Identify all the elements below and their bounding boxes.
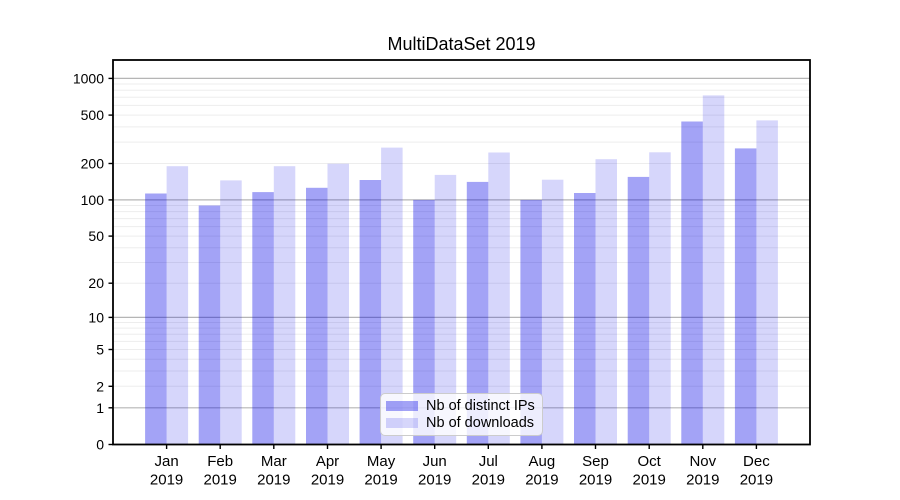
bar-nb-of-distinct-ips-mar [252, 192, 274, 445]
bar-nb-of-distinct-ips-oct [627, 176, 650, 445]
y-tick-label-1000: 1000 [73, 70, 104, 86]
bar-nb-of-downloads-oct [649, 152, 671, 445]
y-tick-label-1: 1 [96, 400, 104, 416]
plot-border [112, 59, 811, 446]
y-tick-label-5: 5 [96, 342, 104, 358]
bar-nb-of-downloads-apr [327, 163, 349, 445]
bar-nb-of-distinct-ips-feb [198, 205, 221, 445]
bar-nb-of-downloads-nov [702, 95, 725, 445]
y-tick-label-20: 20 [88, 275, 104, 291]
bar-nb-of-downloads-jul [488, 152, 510, 445]
legend-swatch-distinct-ips [386, 400, 418, 411]
bar-nb-of-distinct-ips-jul [466, 181, 489, 445]
bar-nb-of-distinct-ips-sep [574, 193, 596, 445]
bar-nb-of-downloads-sep [595, 159, 617, 445]
bar-nb-of-distinct-ips-jun [413, 199, 435, 445]
x-tick-label-oct: Oct 2019 [633, 453, 666, 489]
x-tick-label-jan: Jan 2019 [150, 453, 183, 489]
x-tick-label-feb: Feb 2019 [204, 453, 237, 489]
bar-nb-of-distinct-ips-aug [520, 199, 542, 445]
y-tick-label-100: 100 [81, 192, 105, 208]
chart-title: MultiDataSet 2019 [387, 34, 536, 54]
y-tick-label-500: 500 [81, 107, 105, 123]
bar-nb-of-downloads-jun [434, 174, 457, 445]
bar-nb-of-downloads-dec [756, 120, 778, 445]
legend-label-distinct-ips: Nb of distinct IPs [426, 397, 535, 414]
bar-nb-of-distinct-ips-may [359, 180, 382, 445]
y-tick-label-0: 0 [96, 437, 104, 453]
x-tick-label-mar: Mar 2019 [257, 453, 290, 489]
x-tick-label-dec: Dec 2019 [740, 453, 773, 489]
y-tick-label-10: 10 [88, 309, 104, 325]
x-tick-label-aug: Aug 2019 [525, 453, 558, 489]
x-tick-label-sep: Sep 2019 [579, 453, 612, 489]
bar-nb-of-downloads-may [381, 147, 403, 445]
legend-item-downloads: Nb of downloads [386, 415, 536, 433]
x-tick-label-nov: Nov 2019 [686, 453, 719, 489]
bar-nb-of-distinct-ips-jan [145, 193, 167, 445]
legend: Nb of distinct IPs Nb of downloads [380, 393, 543, 436]
y-tick-label-50: 50 [88, 228, 104, 244]
x-tick-label-jun: Jun 2019 [418, 453, 451, 489]
legend-swatch-downloads [386, 418, 418, 429]
bar-nb-of-distinct-ips-dec [734, 148, 757, 445]
bar-nb-of-downloads-mar [273, 166, 296, 445]
legend-label-downloads: Nb of downloads [426, 415, 535, 431]
y-tick-label-200: 200 [81, 156, 105, 172]
x-tick-label-apr: Apr 2019 [311, 453, 344, 489]
bar-nb-of-distinct-ips-nov [681, 121, 703, 445]
bar-nb-of-distinct-ips-apr [306, 187, 328, 445]
bar-nb-of-downloads-feb [220, 180, 242, 445]
y-tick-label-2: 2 [96, 378, 104, 394]
bar-nb-of-downloads-aug [541, 179, 564, 445]
legend-item-distinct-ips: Nb of distinct IPs [386, 397, 536, 415]
x-tick-label-jul: Jul 2019 [472, 453, 505, 489]
x-tick-label-may: May 2019 [364, 453, 397, 489]
bar-nb-of-downloads-jan [166, 166, 189, 445]
